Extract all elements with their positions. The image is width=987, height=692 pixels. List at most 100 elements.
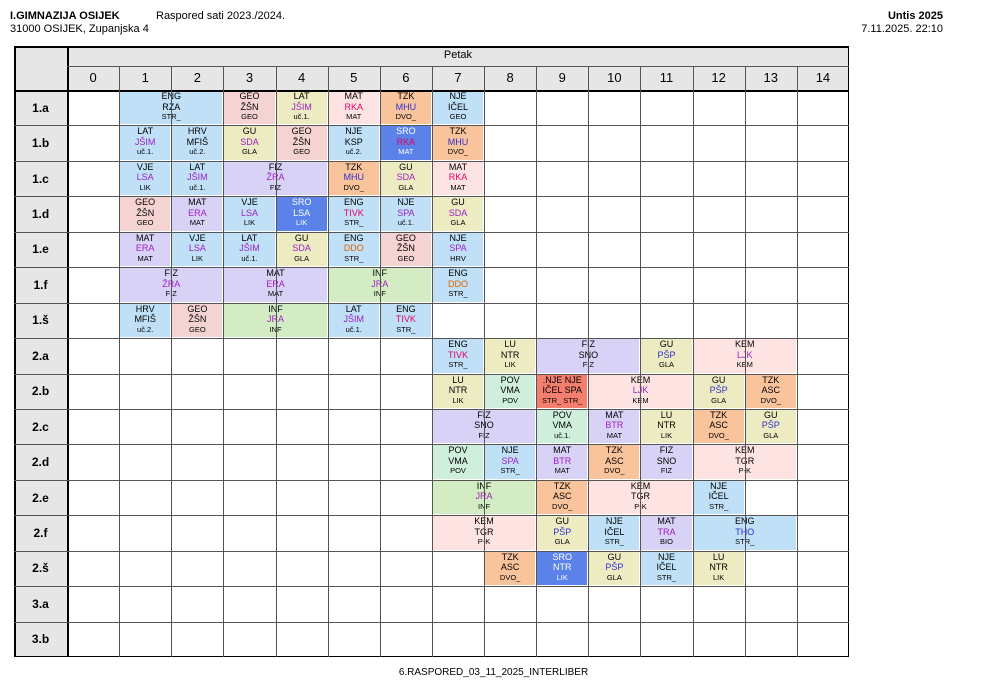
lesson-cell[interactable]: NJE IČEL STR_ (641, 551, 692, 586)
grid-row-line (14, 444, 849, 446)
lesson-cell[interactable]: INFJRAINF (328, 268, 431, 302)
lesson-room: DVO_ (760, 395, 781, 405)
lesson-room: uč.1. (137, 147, 154, 157)
lesson-cell[interactable]: GU PŠP GLA (693, 374, 744, 408)
lesson-cell[interactable]: LAT JŠIM uč.1. (172, 161, 223, 196)
lesson-cell[interactable]: GEO ŽŠN GEO (276, 126, 327, 160)
lesson-cell[interactable]: NJE KSP uč.2. (328, 126, 379, 160)
lesson-cell[interactable]: ENG DDO STR_ (432, 268, 484, 302)
lesson-cell[interactable]: ENG TIVK STR_ (328, 197, 379, 231)
lesson-cell[interactable]: GU SDA GLA (224, 126, 275, 160)
lesson-cell[interactable]: TZK ASC DVO_ (537, 480, 588, 515)
lesson-cell[interactable]: GEO ŽŠN GEO (172, 303, 223, 338)
lesson-cell[interactable]: NJE IČEL STR_ (589, 516, 640, 550)
lesson-cell[interactable]: SRO NTR LIK (537, 551, 588, 586)
lesson-cell[interactable]: TZK ASC DVO_ (693, 409, 744, 444)
grid-column-line (119, 66, 121, 657)
lesson-room: GLA (450, 218, 466, 228)
class-row-label: 1.š (14, 302, 67, 339)
lesson-cell[interactable]: MAT TRA BIO (641, 516, 692, 550)
lesson-room: uč.1. (293, 112, 310, 121)
lesson-room: uč.1. (554, 430, 571, 440)
lesson-cell[interactable]: INFJRAINF (224, 303, 327, 338)
lesson-cell[interactable]: ENG TIVK STR_ (432, 339, 484, 373)
grid-column-line (588, 66, 590, 657)
lesson-cell[interactable]: LAT JŠIM uč.1. (224, 232, 275, 267)
lesson-cell[interactable]: LU NTR LIK (693, 551, 744, 586)
lesson-cell[interactable]: HRV MFIŠ uč.2. (120, 303, 171, 338)
lesson-cell[interactable]: MAT BTR MAT (537, 445, 588, 479)
lesson-cell[interactable]: TZK MHU DVO_ (432, 126, 484, 160)
lesson-cell[interactable]: GU SDA GLA (276, 232, 327, 267)
lesson-cell[interactable]: .NJE NJE IČEL SPA STR_ STR_ (537, 374, 588, 408)
lesson-cell[interactable]: GU PŠP GLA (745, 409, 796, 444)
lesson-teacher: ŽŠN (292, 136, 311, 147)
lesson-room: MAT (346, 112, 362, 121)
lesson-cell[interactable]: GEO ŽŠN GEO (224, 91, 275, 125)
grid-row-line (14, 267, 849, 269)
lesson-cell[interactable]: LAT JŠIM uč.1. (120, 126, 171, 160)
lesson-cell[interactable]: HRV MFIŠ uč.2. (172, 126, 223, 160)
lesson-subject: INF (224, 304, 326, 315)
lesson-cell[interactable]: LAT JŠIM uč.1. (276, 91, 327, 125)
lesson-cell[interactable]: FIZŽRAFIZ (224, 161, 327, 196)
lesson-cell[interactable]: POV VMA POV (485, 374, 536, 408)
lesson-cell[interactable]: POV VMA POV (432, 445, 484, 479)
lesson-cell[interactable]: TZK ASC DVO_ (745, 374, 796, 408)
lesson-cell[interactable]: POV VMA uč.1. (537, 409, 588, 444)
lesson-room: LIK (139, 182, 151, 192)
lesson-cell[interactable]: NJE IČEL STR_ (693, 480, 744, 515)
lesson-cell[interactable]: TZK ASC DVO_ (485, 551, 536, 586)
lesson-cell[interactable]: NJE IČEL GEO (432, 91, 484, 125)
lesson-cell[interactable]: VJE LSA LIK (120, 161, 171, 196)
lesson-room: STR_ (120, 112, 222, 121)
lesson-cell[interactable]: GEO ŽŠN GEO (120, 197, 171, 231)
lesson-cell[interactable]: TZK MHU DVO_ (328, 161, 379, 196)
lesson-teacher: SNO (433, 420, 535, 431)
lesson-cell[interactable]: GU SDA GLA (380, 161, 431, 196)
lesson-cell[interactable]: ENG DDO STR_ (328, 232, 379, 267)
lesson-cell[interactable]: NJE SPA HRV (432, 232, 484, 267)
lesson-subject: FIZ (433, 410, 535, 421)
lesson-cell[interactable]: GU PŠP GLA (537, 516, 588, 550)
lesson-cell[interactable]: NJE SPA STR_ (485, 445, 536, 479)
lesson-cell[interactable]: GU PŠP GLA (589, 551, 640, 586)
lesson-subject: HRV (187, 126, 207, 137)
lesson-cell[interactable]: MAT RKA MAT (432, 161, 484, 196)
lesson-cell[interactable]: TZK ASC DVO_ (589, 445, 640, 479)
lesson-cell[interactable]: ENGRZASTR_ (120, 91, 223, 125)
lesson-subject: NJE (345, 126, 363, 137)
lesson-room: MAT (137, 253, 153, 263)
lesson-cell[interactable]: MAT RKA MAT (328, 91, 379, 125)
lesson-cell[interactable]: TZK MHU DVO_ (380, 91, 431, 125)
lesson-cell[interactable]: GEO ŽŠN GEO (380, 232, 431, 267)
grid-row-line (14, 586, 849, 588)
lesson-teacher: JŠIM (291, 101, 312, 112)
lesson-cell[interactable]: NJE SPA uč.1. (380, 197, 431, 231)
lesson-cell[interactable]: LU NTR LIK (641, 409, 692, 444)
lesson-cell[interactable]: GU PŠP GLA (641, 339, 692, 373)
period-header-background (67, 46, 849, 90)
lesson-cell[interactable]: VJE LSA LIK (224, 197, 275, 231)
lesson-cell[interactable]: LU NTR LIK (485, 339, 536, 373)
lesson-teacher: ŽRA (120, 279, 222, 290)
lesson-cell[interactable]: VJE LSA LIK (172, 232, 223, 267)
lesson-room: GEO (241, 112, 258, 121)
lesson-cell[interactable]: LAT JŠIM uč.1. (328, 303, 379, 338)
lesson-cell[interactable]: GU SDA GLA (432, 197, 484, 231)
lesson-room: STR_ (709, 501, 729, 511)
lesson-cell[interactable]: SRO LSA LIK (276, 197, 327, 231)
lesson-cell[interactable]: MAT BTR MAT (589, 409, 640, 444)
lesson-cell[interactable]: ENG TIVK STR_ (380, 303, 431, 338)
lesson-cell[interactable]: KEMTGRP-K (432, 516, 536, 550)
lesson-cell[interactable]: FIZŽRAFIZ (120, 268, 223, 302)
lesson-cell[interactable]: LU NTR LIK (432, 374, 484, 408)
lesson-cell[interactable]: SRO RKA MAT (380, 126, 431, 160)
lesson-cell[interactable]: INFJRAINF (432, 480, 536, 515)
